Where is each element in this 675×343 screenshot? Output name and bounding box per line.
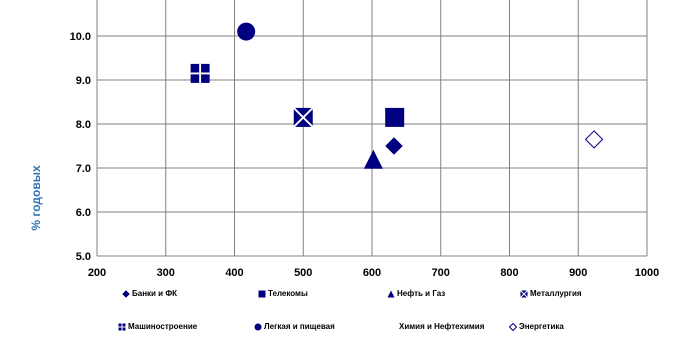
point-1-0 (385, 107, 405, 127)
x-tick-900: 900 (569, 267, 587, 279)
data-points (190, 22, 604, 169)
y-tick-6.0: 6.0 (76, 207, 91, 219)
point-4-0 (190, 63, 210, 83)
point-3-0 (293, 107, 314, 128)
point-5-0 (237, 22, 256, 41)
x-tick-500: 500 (294, 267, 312, 279)
x-tick-200: 200 (88, 267, 106, 279)
point-7-0 (584, 130, 604, 149)
point-0-0 (385, 137, 403, 155)
axes (96, 0, 647, 257)
x-tick-300: 300 (157, 267, 175, 279)
y-axis-label: % годовых (29, 165, 43, 231)
y-tick-labels: 5.0 6.0 7.0 8.0 9.0 10.0 (70, 31, 91, 263)
x-tick-800: 800 (500, 267, 518, 279)
y-tick-8.0: 8.0 (76, 119, 91, 131)
y-tick-9.0: 9.0 (76, 75, 91, 87)
point-2-0 (363, 149, 383, 169)
x-tick-400: 400 (225, 267, 243, 279)
y-tick-10.0: 10.0 (70, 31, 91, 43)
grid-lines (97, 0, 648, 257)
y-tick-5.0: 5.0 (76, 251, 91, 263)
x-tick-labels: 200 300 400 500 600 700 800 900 1000 (88, 267, 659, 279)
y-tick-7.0: 7.0 (76, 163, 91, 175)
x-tick-1000: 1000 (635, 267, 659, 279)
x-tick-700: 700 (432, 267, 450, 279)
x-tick-600: 600 (363, 267, 381, 279)
